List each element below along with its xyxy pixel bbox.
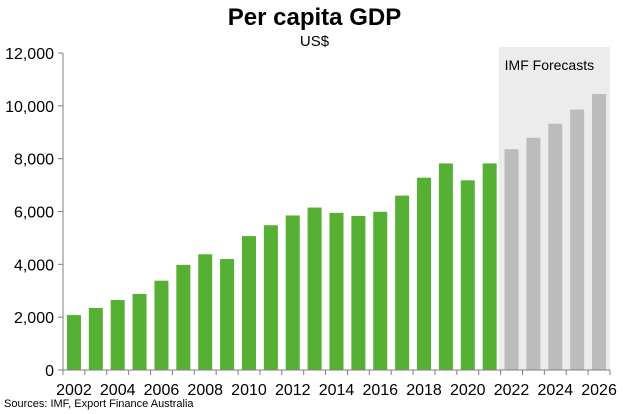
bar-2020 — [460, 180, 475, 370]
bar-2004 — [110, 299, 125, 370]
y-tick-label: 8,000 — [14, 152, 54, 169]
chart-source: Sources: IMF, Export Finance Australia — [4, 398, 194, 410]
y-tick-label: 0 — [45, 363, 54, 380]
bar-2007 — [176, 264, 191, 370]
x-tick-label: 2026 — [581, 382, 617, 399]
x-tick-label: 2010 — [231, 382, 267, 399]
x-tick-label: 2002 — [56, 382, 92, 399]
bar-2023 — [526, 137, 541, 370]
bar-2002 — [66, 315, 81, 370]
x-tick-label: 2022 — [494, 382, 530, 399]
bar-2013 — [307, 207, 322, 370]
bar-2012 — [285, 215, 300, 370]
x-tick-label: 2020 — [450, 382, 486, 399]
chart-subtitle: US$ — [299, 33, 330, 50]
x-tick-label: 2014 — [319, 382, 355, 399]
y-tick-label: 12,000 — [5, 46, 54, 63]
bar-2019 — [438, 163, 453, 370]
bar-2018 — [417, 177, 432, 370]
bar-2010 — [241, 236, 256, 370]
bar-2022 — [504, 149, 519, 370]
x-tick-label: 2024 — [538, 382, 574, 399]
x-tick-label: 2018 — [406, 382, 442, 399]
bar-2021 — [482, 163, 497, 370]
bar-2017 — [395, 195, 410, 370]
bar-2024 — [548, 123, 563, 371]
bar-2005 — [132, 293, 147, 370]
bar-2003 — [88, 307, 103, 370]
chart-title: Per capita GDP — [227, 4, 402, 31]
y-tick-label: 10,000 — [5, 99, 54, 116]
x-tick-label: 2012 — [275, 382, 311, 399]
y-tick-label: 4,000 — [14, 257, 54, 274]
bar-2008 — [198, 254, 213, 370]
bar-2025 — [570, 109, 585, 370]
x-tick-label: 2004 — [100, 382, 136, 399]
bar-2026 — [592, 93, 607, 370]
x-tick-label: 2006 — [144, 382, 180, 399]
bar-2011 — [263, 225, 278, 370]
bar-2009 — [220, 259, 235, 370]
x-tick-label: 2016 — [362, 382, 398, 399]
bar-2015 — [351, 215, 366, 370]
y-tick-label: 2,000 — [14, 310, 54, 327]
bar-2016 — [373, 211, 388, 370]
x-tick-label: 2008 — [187, 382, 223, 399]
bar-2014 — [329, 212, 344, 370]
y-tick-label: 6,000 — [14, 205, 54, 222]
forecast-label: IMF Forecasts — [505, 57, 594, 73]
bar-2006 — [154, 280, 169, 370]
